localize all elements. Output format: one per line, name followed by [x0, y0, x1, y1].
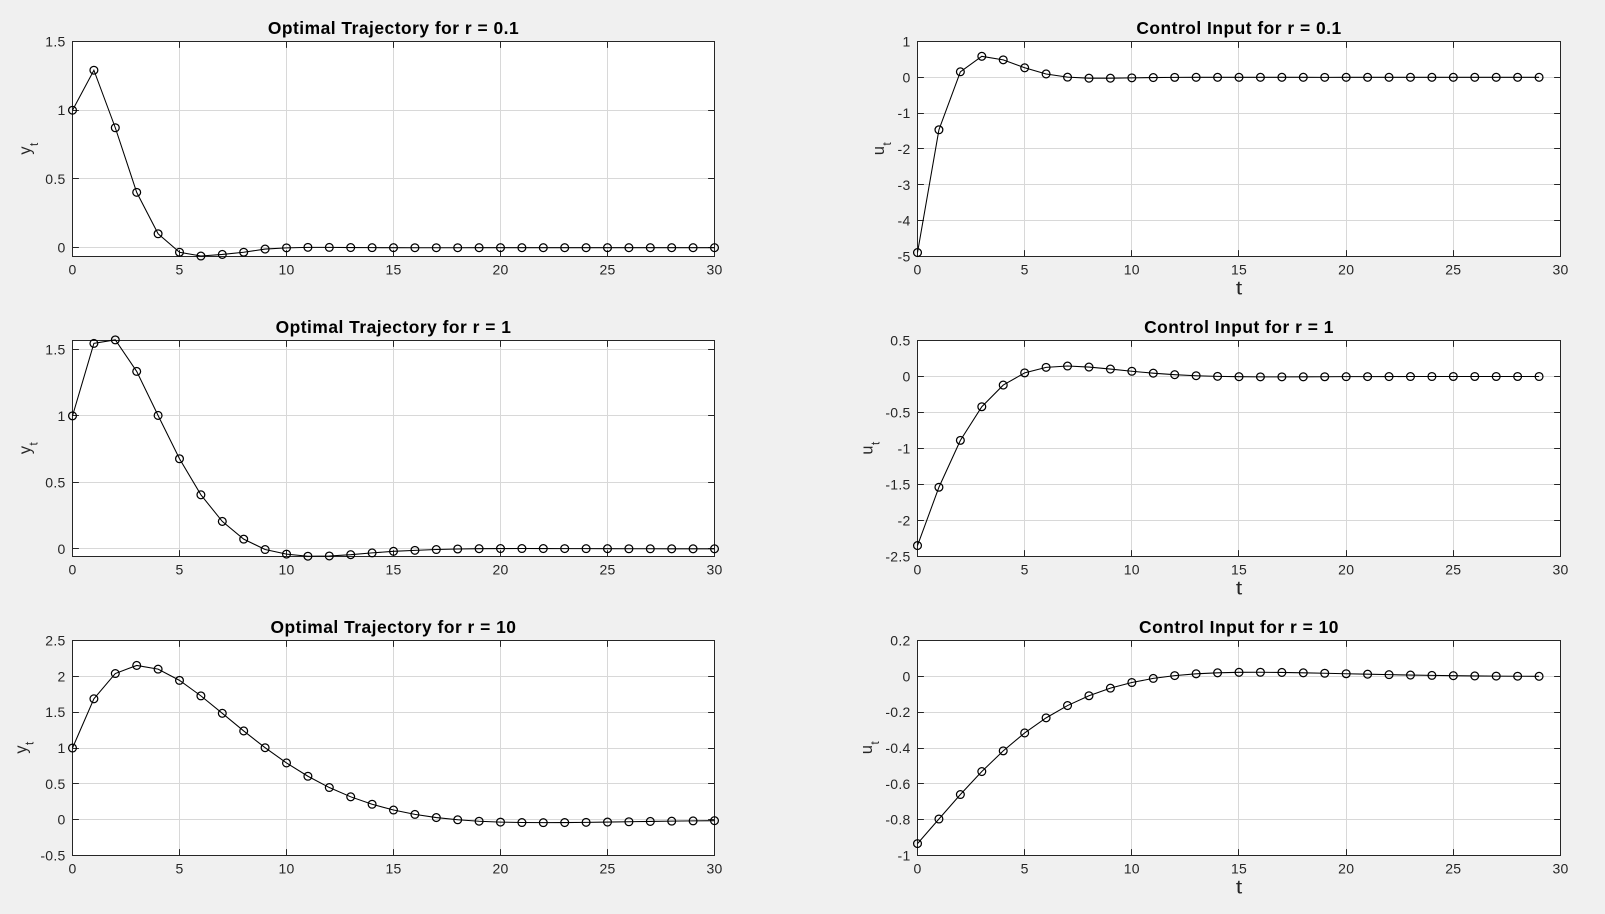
svg-text:-1: -1: [898, 105, 911, 121]
svg-text:Optimal Trajectory for r = 1: Optimal Trajectory for r = 1: [276, 317, 512, 337]
svg-text:30: 30: [706, 562, 722, 578]
svg-text:0: 0: [913, 562, 921, 578]
svg-text:Control Input for r = 1: Control Input for r = 1: [1144, 317, 1334, 337]
svg-text:5: 5: [175, 262, 183, 278]
svg-text:t: t: [1236, 278, 1243, 299]
svg-text:-2: -2: [898, 513, 911, 529]
svg-text:-3: -3: [898, 177, 911, 193]
svg-text:-0.5: -0.5: [885, 405, 910, 421]
svg-text:20: 20: [1338, 562, 1354, 578]
svg-text:15: 15: [1231, 562, 1247, 578]
svg-text:-5: -5: [898, 249, 911, 265]
svg-text:25: 25: [1445, 262, 1461, 278]
svg-text:10: 10: [278, 562, 294, 578]
svg-text:0.2: 0.2: [890, 633, 910, 649]
svg-text:1.5: 1.5: [45, 341, 65, 357]
svg-text:-0.5: -0.5: [40, 848, 65, 864]
svg-text:-1.5: -1.5: [885, 477, 910, 493]
svg-text:10: 10: [278, 861, 294, 877]
svg-text:10: 10: [1124, 562, 1140, 578]
svg-text:0: 0: [913, 262, 921, 278]
svg-text:20: 20: [492, 861, 508, 877]
svg-text:5: 5: [1021, 861, 1029, 877]
svg-text:25: 25: [599, 262, 615, 278]
svg-text:0: 0: [902, 69, 910, 85]
svg-text:0: 0: [57, 541, 65, 557]
svg-text:1: 1: [57, 740, 65, 756]
svg-text:5: 5: [175, 562, 183, 578]
svg-text:15: 15: [1231, 262, 1247, 278]
svg-text:25: 25: [599, 861, 615, 877]
svg-text:0: 0: [902, 668, 910, 684]
svg-text:2.5: 2.5: [45, 633, 65, 649]
svg-text:25: 25: [1445, 562, 1461, 578]
svg-text:5: 5: [1021, 562, 1029, 578]
svg-text:0.5: 0.5: [45, 171, 65, 187]
svg-text:-2: -2: [898, 141, 911, 157]
svg-text:0: 0: [57, 240, 65, 256]
svg-text:1.5: 1.5: [45, 704, 65, 720]
svg-text:0.5: 0.5: [45, 474, 65, 490]
svg-text:1: 1: [902, 34, 910, 50]
svg-text:Control Input for r = 10: Control Input for r = 10: [1139, 617, 1339, 637]
svg-text:20: 20: [492, 562, 508, 578]
svg-text:5: 5: [1021, 262, 1029, 278]
svg-text:20: 20: [1338, 262, 1354, 278]
svg-text:-0.6: -0.6: [885, 776, 910, 792]
svg-text:1: 1: [57, 102, 65, 118]
svg-text:0: 0: [68, 562, 76, 578]
svg-text:0: 0: [902, 369, 910, 385]
svg-text:30: 30: [706, 861, 722, 877]
svg-text:0.5: 0.5: [890, 333, 910, 349]
svg-text:15: 15: [385, 861, 401, 877]
svg-text:0: 0: [913, 861, 921, 877]
svg-text:25: 25: [1445, 861, 1461, 877]
svg-text:t: t: [1236, 578, 1243, 599]
svg-text:15: 15: [385, 562, 401, 578]
svg-text:t: t: [1236, 877, 1243, 898]
svg-text:-4: -4: [898, 213, 911, 229]
svg-text:30: 30: [1552, 562, 1568, 578]
svg-text:-0.8: -0.8: [885, 812, 910, 828]
svg-text:Optimal Trajectory for r = 0.1: Optimal Trajectory for r = 0.1: [268, 18, 519, 38]
svg-text:25: 25: [599, 562, 615, 578]
svg-text:0: 0: [68, 861, 76, 877]
svg-text:Control Input for r = 0.1: Control Input for r = 0.1: [1136, 18, 1341, 38]
svg-text:10: 10: [1124, 861, 1140, 877]
svg-text:1: 1: [57, 408, 65, 424]
svg-text:20: 20: [492, 262, 508, 278]
svg-text:1.5: 1.5: [45, 34, 65, 50]
svg-text:30: 30: [706, 262, 722, 278]
svg-text:30: 30: [1552, 262, 1568, 278]
svg-text:10: 10: [1124, 262, 1140, 278]
svg-text:15: 15: [1231, 861, 1247, 877]
svg-text:2: 2: [57, 668, 65, 684]
svg-text:0: 0: [57, 812, 65, 828]
svg-text:0.5: 0.5: [45, 776, 65, 792]
svg-text:Optimal Trajectory for r = 10: Optimal Trajectory for r = 10: [271, 617, 517, 637]
svg-text:-0.2: -0.2: [885, 704, 910, 720]
svg-text:-0.4: -0.4: [885, 740, 910, 756]
svg-text:0: 0: [68, 262, 76, 278]
svg-text:-1: -1: [898, 848, 911, 864]
svg-text:5: 5: [175, 861, 183, 877]
svg-text:-1: -1: [898, 441, 911, 457]
svg-text:15: 15: [385, 262, 401, 278]
svg-text:-2.5: -2.5: [885, 549, 910, 565]
svg-text:10: 10: [278, 262, 294, 278]
svg-text:30: 30: [1552, 861, 1568, 877]
svg-text:20: 20: [1338, 861, 1354, 877]
